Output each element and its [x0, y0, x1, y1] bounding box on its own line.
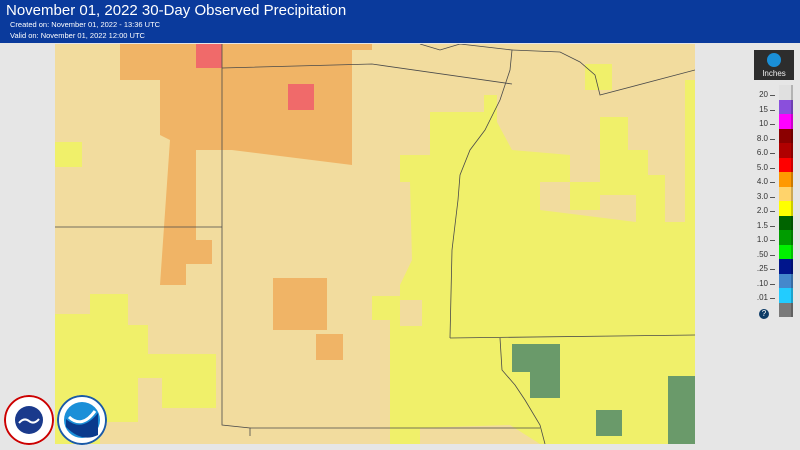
legend-swatch [779, 114, 793, 129]
legend-swatch [779, 157, 793, 172]
legend-swatch [779, 244, 793, 259]
legend-tick [770, 298, 775, 299]
precip-area-base [400, 300, 422, 326]
legend-label: 4.0 [756, 177, 768, 186]
page-title: November 01, 2022 30-Day Observed Precip… [6, 2, 347, 19]
legend-tick [770, 269, 775, 270]
legend-tick [770, 138, 775, 140]
legend-tick [770, 153, 775, 154]
legend-label: 10 [759, 119, 768, 128]
legend-swatch [779, 186, 793, 201]
legend-tick [770, 283, 775, 285]
legend-tick [770, 254, 775, 256]
legend-tick [770, 240, 775, 241]
legend-swatch [779, 273, 793, 288]
legend-label: 1.0 [756, 235, 768, 244]
legend-label: 6.0 [756, 148, 768, 157]
legend-swatch [779, 99, 793, 114]
noaa-logo-icon [767, 53, 781, 67]
legend-tick [770, 211, 775, 212]
noaa-logo [57, 395, 107, 445]
legend-swatch [779, 201, 793, 216]
precip-area-base [540, 182, 636, 222]
precip-area-yellow [55, 142, 82, 167]
precip-area-red [288, 84, 314, 110]
legend-label: 15 [759, 104, 768, 114]
legend-label: 1.5 [756, 220, 768, 230]
legend-swatch [779, 143, 793, 158]
legend-label: 8.0 [756, 133, 768, 143]
legend-label: .10 [756, 278, 768, 288]
precip-area-orange [273, 278, 327, 330]
question-icon[interactable]: ? [759, 309, 769, 319]
precip-area-green [668, 376, 695, 444]
legend-swatch [779, 230, 793, 245]
precip-area-green [512, 344, 560, 398]
precip-area-red [196, 44, 222, 68]
legend-label: .01 [756, 293, 768, 302]
legend-label: 3.0 [756, 191, 768, 201]
precip-area-yellow [372, 80, 695, 444]
created-timestamp: Created on: November 01, 2022 - 13:36 UT… [10, 20, 161, 29]
legend-tick [770, 196, 775, 198]
precipitation-map[interactable] [55, 44, 695, 444]
legend-tick [770, 182, 775, 183]
legend-swatch [779, 128, 793, 143]
legend-swatch [779, 288, 793, 303]
legend-swatch [779, 302, 793, 317]
legend-label: 20 [759, 90, 768, 99]
legend-label: 5.0 [756, 162, 768, 172]
precip-area-orange [316, 334, 343, 360]
legend-header: Inches [754, 50, 794, 80]
header-bar: November 01, 2022 30-Day Observed Precip… [0, 0, 800, 43]
valid-timestamp: Valid on: November 01, 2022 12:00 UTC [10, 31, 145, 40]
legend-label: .25 [756, 264, 768, 273]
legend-swatch [779, 85, 793, 100]
legend-tick [770, 95, 775, 96]
legend-label: 2.0 [756, 206, 768, 215]
legend-tick [770, 124, 775, 125]
legend-swatch [779, 172, 793, 187]
legend-label: .50 [756, 249, 768, 259]
state-borders [55, 44, 695, 444]
legend-tick [770, 109, 775, 111]
precip-area-yellow [585, 64, 612, 90]
legend-swatch [779, 259, 793, 274]
precip-area-green [596, 410, 622, 436]
legend-swatch [779, 215, 793, 230]
legend-color-bar [779, 85, 793, 317]
legend-tick [770, 225, 775, 227]
nws-logo [4, 395, 54, 445]
legend-tick [770, 167, 775, 169]
legend-units: Inches [762, 69, 786, 78]
